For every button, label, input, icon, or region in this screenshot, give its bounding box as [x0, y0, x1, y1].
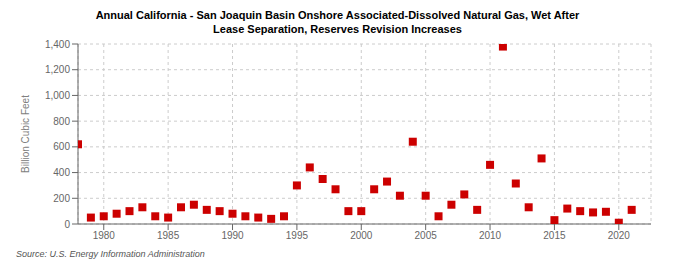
svg-text:1,400: 1,400: [45, 39, 70, 50]
svg-text:1980: 1980: [93, 230, 116, 241]
svg-text:2020: 2020: [608, 230, 631, 241]
svg-text:800: 800: [53, 116, 70, 127]
html-text:Lease Separation, Reserves Rev: Lease Separation, Reserves Revision Incr…: [213, 23, 462, 35]
svg-text:1985: 1985: [157, 230, 180, 241]
svg-text:400: 400: [53, 167, 70, 178]
svg-text:2010: 2010: [479, 230, 502, 241]
svg-text:1995: 1995: [286, 230, 309, 241]
svg-text:0: 0: [64, 219, 70, 230]
svg-text:2015: 2015: [543, 230, 566, 241]
svg-text:1,200: 1,200: [45, 64, 70, 75]
svg-text:1990: 1990: [221, 230, 244, 241]
svg-text:600: 600: [53, 141, 70, 152]
html-text:Source: U.S. Energy Informatio: Source: U.S. Energy Information Administ…: [16, 249, 205, 259]
svg-text:2005: 2005: [415, 230, 438, 241]
svg-text:1,000: 1,000: [45, 90, 70, 101]
svg-text:200: 200: [53, 193, 70, 204]
svg-text:Billion Cubic Feet: Billion Cubic Feet: [20, 95, 31, 173]
svg-text:2000: 2000: [350, 230, 373, 241]
html-text:Annual California - San Joaqui: Annual California - San Joaquin Basin On…: [95, 9, 580, 21]
